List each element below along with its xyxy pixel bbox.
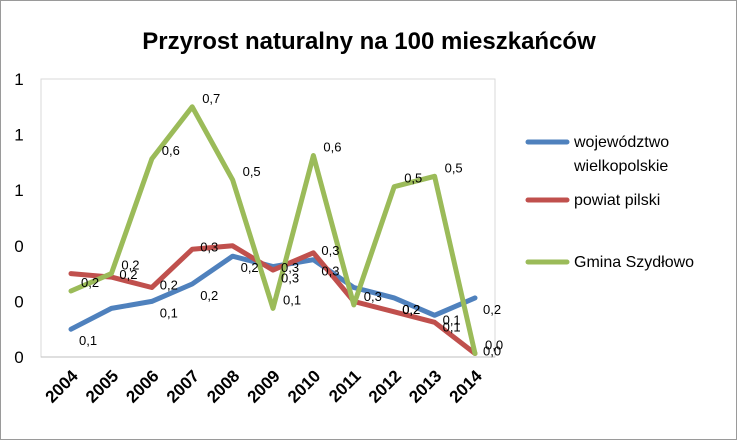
plot-area: [40, 78, 496, 358]
y-tick-label: 0: [14, 348, 23, 367]
data-label: 0,3: [200, 239, 218, 254]
legend-label: Gmina Szydłowo: [574, 254, 694, 271]
data-label: 0,2: [160, 278, 178, 293]
data-label: 0,6: [162, 143, 180, 158]
y-tick-label: 0: [14, 292, 23, 311]
series-line-2: [68, 243, 478, 356]
x-tick-label: 2014: [446, 366, 487, 407]
chart-title: Przyrost naturalny na 100 mieszkańców: [142, 28, 596, 55]
data-label: 0,2: [402, 302, 420, 317]
series-lines: [68, 104, 478, 356]
data-label: 0,7: [202, 91, 220, 106]
data-label: 0,0: [485, 338, 503, 353]
data-label: 0,6: [323, 139, 341, 154]
data-label: 0,5: [243, 164, 261, 179]
data-label: 0,1: [160, 305, 178, 320]
series-line-1: [68, 253, 478, 332]
x-tick-label: 2006: [122, 366, 162, 406]
y-tick-label: 1: [14, 181, 23, 200]
x-tick-label: 2010: [284, 366, 324, 406]
y-tick-label: 1: [14, 70, 23, 89]
data-label: 0,3: [321, 243, 339, 258]
data-label: 0,2: [119, 267, 137, 282]
data-label: 0,3: [281, 271, 299, 286]
data-label: 0,2: [121, 258, 139, 273]
data-label: 0,2: [81, 275, 99, 290]
data-label: 0,3: [364, 289, 382, 304]
data-label: 0,2: [241, 260, 259, 275]
data-label: 0,1: [283, 292, 301, 307]
data-label: 0,3: [321, 264, 339, 279]
x-tick-label: 2012: [365, 366, 405, 406]
x-axis-ticks: 2004 2005 2006 2007 2008 2009 2010 2011 2012 2013…: [42, 366, 487, 407]
data-label: 0,1: [443, 312, 461, 327]
x-tick-label: 2011: [325, 366, 365, 406]
y-tick-label: 1: [14, 126, 23, 145]
data-label: 0,5: [404, 171, 422, 186]
y-tick-label: 0: [14, 237, 23, 256]
x-tick-label: 2008: [203, 366, 243, 406]
x-tick-label: 2013: [405, 366, 445, 406]
legend-label: województwo wielkopolskie: [573, 134, 669, 175]
data-label: 0,2: [483, 302, 501, 317]
data-label: 0,1: [79, 333, 97, 348]
x-tick-label: 2004: [42, 366, 83, 407]
data-label: 0,2: [402, 302, 420, 317]
legend: województwo wielkopolskie powiat pilski Gmi…: [525, 134, 694, 271]
data-label: 0,3: [281, 260, 299, 275]
legend-label: powiat pilski: [574, 192, 660, 209]
x-tick-label: 2005: [82, 366, 122, 406]
data-labels: 0,10,10,20,20,3 0,30,20,10,20,20,20,30,30…: [79, 91, 503, 359]
data-label: 0,0: [483, 344, 501, 359]
x-tick-label: 2009: [244, 366, 284, 406]
x-tick-label: 2007: [163, 366, 203, 406]
y-axis-ticks: 1 1 1 0 0 0: [14, 70, 23, 367]
data-label: 0,2: [200, 288, 218, 303]
data-label: 0,5: [445, 160, 463, 175]
series-line-3: [68, 104, 478, 356]
data-label: 0,1: [443, 319, 461, 334]
